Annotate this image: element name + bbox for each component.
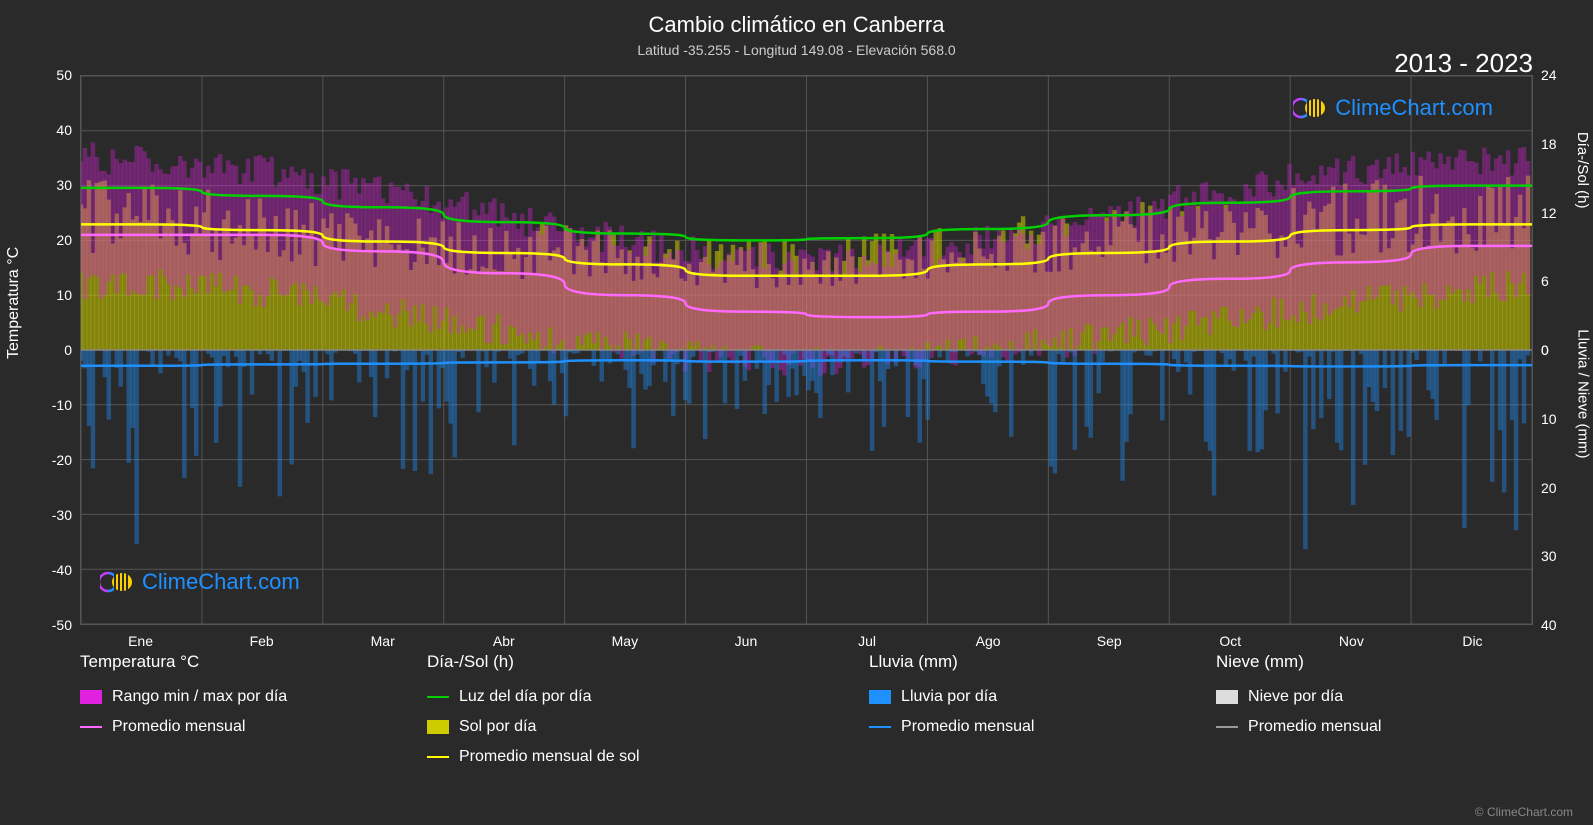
x-month-tick: Ago <box>976 633 1001 649</box>
y-right-bottom-tick: 10 <box>1541 411 1557 427</box>
legend-swatch-icon <box>427 720 449 734</box>
legend-label: Promedio mensual <box>901 718 1034 736</box>
legend-item: Promedio mensual <box>1216 718 1533 736</box>
legend-line-icon <box>427 696 449 698</box>
climate-chart: Cambio climático en Canberra Latitud -35… <box>0 0 1593 825</box>
y-left-tick: 20 <box>56 232 72 248</box>
legend-item: Luz del día por día <box>427 688 839 706</box>
x-month-tick: Dic <box>1462 633 1482 649</box>
logo-icon <box>100 570 136 594</box>
x-month-tick: Sep <box>1097 633 1122 649</box>
chart-title: Cambio climático en Canberra <box>0 0 1593 38</box>
y-axis-right-bottom-label: Lluvia / Nieve (mm) <box>1575 329 1592 458</box>
y-right-bottom-tick: 30 <box>1541 548 1557 564</box>
x-month-tick: Mar <box>371 633 395 649</box>
y-right-bottom-tick: 40 <box>1541 617 1557 633</box>
legend-item: Lluvia por día <box>869 688 1186 706</box>
y-right-top-tick: 6 <box>1541 273 1549 289</box>
legend-swatch-icon <box>1216 690 1238 704</box>
legend-line-icon <box>869 726 891 728</box>
y-left-tick: 0 <box>64 342 72 358</box>
x-month-tick: Ene <box>128 633 153 649</box>
legend-area: Temperatura °C Rango min / max por día Pro… <box>80 652 1533 817</box>
legend-line-icon <box>1216 726 1238 728</box>
legend-item: Promedio mensual <box>80 718 397 736</box>
logo-text: ClimeChart.com <box>1335 95 1493 121</box>
y-axis-left-label: Temperatura °C <box>5 247 23 359</box>
legend-item: Nieve por día <box>1216 688 1533 706</box>
legend-item: Sol por día <box>427 718 839 736</box>
y-left-tick: 30 <box>56 177 72 193</box>
logo-text: ClimeChart.com <box>142 569 300 595</box>
legend-label: Nieve por día <box>1248 688 1343 706</box>
x-month-tick: Nov <box>1339 633 1364 649</box>
copyright-label: © ClimeChart.com <box>1475 805 1573 819</box>
legend-column: Temperatura °C Rango min / max por día Pro… <box>80 652 397 817</box>
plot-svg <box>80 75 1533 625</box>
y-right-bottom-tick: 0 <box>1541 342 1549 358</box>
legend-header: Temperatura °C <box>80 652 397 672</box>
legend-swatch-icon <box>869 690 891 704</box>
legend-label: Rango min / max por día <box>112 688 287 706</box>
x-month-tick: Jul <box>858 633 876 649</box>
watermark-logo-top: ClimeChart.com <box>1293 95 1493 121</box>
legend-label: Luz del día por día <box>459 688 592 706</box>
y-left-tick: -40 <box>52 562 72 578</box>
legend-header: Nieve (mm) <box>1216 652 1533 672</box>
legend-line-icon <box>80 726 102 728</box>
logo-icon <box>1293 96 1329 120</box>
legend-column: Nieve (mm) Nieve por día Promedio mensual <box>1216 652 1533 817</box>
legend-header: Lluvia (mm) <box>869 652 1186 672</box>
legend-item: Promedio mensual <box>869 718 1186 736</box>
y-right-bottom-tick: 20 <box>1541 480 1557 496</box>
y-left-tick: -10 <box>52 397 72 413</box>
plot-area: 50403020100-10-20-30-40-50 2418126001020… <box>80 75 1533 625</box>
legend-item: Promedio mensual de sol <box>427 748 839 766</box>
y-axis-right-top-label: Día-/Sol (h) <box>1575 132 1592 209</box>
legend-item: Rango min / max por día <box>80 688 397 706</box>
chart-subtitle: Latitud -35.255 - Longitud 149.08 - Elev… <box>0 38 1593 58</box>
legend-column: Lluvia (mm) Lluvia por día Promedio mensua… <box>869 652 1186 817</box>
x-month-tick: May <box>612 633 638 649</box>
y-right-top-tick: 18 <box>1541 136 1557 152</box>
y-left-tick: -30 <box>52 507 72 523</box>
legend-label: Sol por día <box>459 718 536 736</box>
y-right-top-tick: 12 <box>1541 205 1557 221</box>
x-month-tick: Oct <box>1219 633 1241 649</box>
x-month-tick: Feb <box>250 633 274 649</box>
y-left-tick: 50 <box>56 67 72 83</box>
legend-label: Lluvia por día <box>901 688 997 706</box>
legend-column: Día-/Sol (h) Luz del día por día Sol por d… <box>427 652 839 817</box>
legend-header: Día-/Sol (h) <box>427 652 839 672</box>
y-right-top-tick: 24 <box>1541 67 1557 83</box>
x-month-tick: Abr <box>493 633 515 649</box>
y-left-tick: -20 <box>52 452 72 468</box>
legend-label: Promedio mensual <box>112 718 245 736</box>
legend-label: Promedio mensual de sol <box>459 748 640 766</box>
legend-swatch-icon <box>80 690 102 704</box>
legend-label: Promedio mensual <box>1248 718 1381 736</box>
y-left-tick: 10 <box>56 287 72 303</box>
watermark-logo-bottom: ClimeChart.com <box>100 569 300 595</box>
y-left-tick: -50 <box>52 617 72 633</box>
x-month-tick: Jun <box>735 633 758 649</box>
legend-line-icon <box>427 756 449 758</box>
y-left-tick: 40 <box>56 122 72 138</box>
